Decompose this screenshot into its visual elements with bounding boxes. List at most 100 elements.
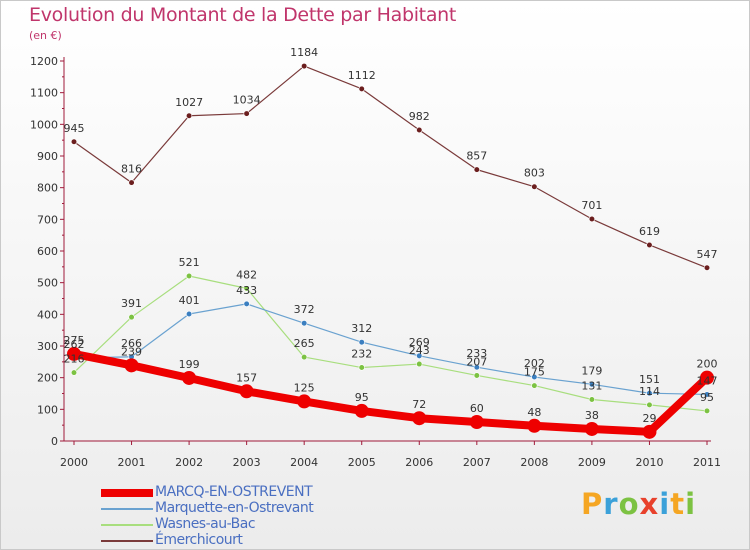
data-label: 262 bbox=[64, 338, 85, 351]
x-tick-label: 2007 bbox=[463, 456, 491, 469]
data-label: 547 bbox=[697, 248, 718, 261]
x-tick-label: 2005 bbox=[348, 456, 376, 469]
legend-label-marcq: MARCQ-EN-OSTREVENT bbox=[155, 484, 313, 500]
data-label: 401 bbox=[179, 294, 200, 307]
data-point bbox=[297, 394, 312, 409]
data-point bbox=[185, 112, 193, 119]
data-label: 816 bbox=[121, 163, 142, 176]
logo-letter: t bbox=[670, 487, 686, 521]
data-point bbox=[646, 241, 653, 249]
data-point bbox=[531, 382, 538, 389]
legend-swatch-emerchicourt bbox=[101, 540, 153, 542]
data-label: 1112 bbox=[348, 69, 376, 82]
data-label: 482 bbox=[236, 268, 257, 281]
y-tick-label: 100 bbox=[37, 403, 58, 416]
y-tick-label: 800 bbox=[37, 182, 58, 195]
series-line bbox=[73, 275, 708, 412]
data-point bbox=[301, 320, 308, 327]
data-label: 131 bbox=[581, 380, 602, 393]
x-tick-label: 2009 bbox=[578, 456, 606, 469]
data-point bbox=[243, 285, 250, 292]
data-point bbox=[243, 110, 250, 117]
x-tick-label: 2011 bbox=[693, 456, 721, 469]
y-tick-label: 600 bbox=[37, 245, 58, 258]
data-label: 269 bbox=[409, 336, 430, 349]
data-point bbox=[700, 370, 714, 385]
data-label: 803 bbox=[524, 167, 545, 180]
chart-legend: MARCQ-EN-OSTREVENT Marquette-en-Ostrevan… bbox=[101, 484, 421, 549]
y-tick-label: 1100 bbox=[30, 87, 58, 100]
y-tick-label: 400 bbox=[37, 308, 58, 321]
data-label: 216 bbox=[64, 353, 85, 366]
data-label: 312 bbox=[351, 322, 372, 335]
logo-letter: x bbox=[639, 487, 660, 521]
data-label: 233 bbox=[466, 347, 487, 360]
x-tick-label: 2000 bbox=[60, 456, 88, 469]
proxiti-logo: Proxiti bbox=[581, 487, 696, 521]
data-point bbox=[358, 339, 365, 346]
data-point bbox=[473, 364, 480, 371]
data-point bbox=[584, 421, 599, 436]
legend-item-marquette: Marquette-en-Ostrevant bbox=[101, 500, 421, 517]
data-point bbox=[239, 384, 254, 399]
data-point bbox=[646, 390, 653, 397]
x-tick-label: 2010 bbox=[635, 456, 663, 469]
data-label: 114 bbox=[639, 385, 660, 398]
chart-unit-label: (en €) bbox=[29, 29, 62, 42]
legend-item-emerchicourt: Émerchicourt bbox=[101, 532, 421, 549]
data-label: 95 bbox=[700, 391, 714, 404]
data-label: 199 bbox=[179, 358, 200, 371]
data-label: 239 bbox=[121, 345, 142, 358]
data-point bbox=[124, 358, 139, 373]
data-label: 175 bbox=[524, 366, 545, 379]
x-tick-label: 2008 bbox=[520, 456, 548, 469]
data-point bbox=[358, 85, 365, 92]
data-label: 207 bbox=[466, 355, 487, 368]
x-tick-label: 2002 bbox=[175, 456, 203, 469]
legend-swatch-marquette bbox=[101, 508, 153, 510]
data-label: 60 bbox=[470, 402, 484, 415]
data-label: 1027 bbox=[175, 96, 203, 109]
data-label: 179 bbox=[581, 364, 602, 377]
legend-label-emerchicourt: Émerchicourt bbox=[155, 532, 243, 548]
data-point bbox=[412, 411, 427, 426]
legend-item-marcq: MARCQ-EN-OSTREVENT bbox=[101, 484, 421, 501]
data-point bbox=[416, 352, 423, 359]
data-label: 372 bbox=[294, 303, 315, 316]
y-tick-label: 1200 bbox=[30, 55, 58, 68]
data-point bbox=[531, 373, 538, 381]
data-label: 29 bbox=[642, 412, 656, 425]
legend-swatch-wasnes bbox=[101, 524, 153, 526]
data-label: 243 bbox=[409, 344, 430, 357]
x-tick-label: 2001 bbox=[118, 456, 146, 469]
data-point bbox=[646, 401, 653, 409]
x-tick-label: 2006 bbox=[405, 456, 433, 469]
data-point bbox=[527, 418, 542, 433]
data-point bbox=[185, 272, 193, 280]
data-label: 265 bbox=[294, 337, 315, 350]
data-label: 72 bbox=[412, 398, 426, 411]
x-tick-label: 2003 bbox=[233, 456, 261, 469]
data-point bbox=[243, 300, 250, 307]
data-label: 433 bbox=[236, 284, 257, 297]
data-point bbox=[354, 403, 369, 418]
data-label: 391 bbox=[121, 297, 142, 310]
logo-letter: P bbox=[581, 487, 604, 521]
data-point bbox=[703, 391, 711, 398]
data-label: 857 bbox=[466, 150, 487, 163]
y-tick-label: 1000 bbox=[30, 118, 58, 131]
data-label: 147 bbox=[697, 374, 718, 387]
data-point bbox=[473, 166, 480, 173]
series-line bbox=[70, 349, 711, 436]
data-label: 232 bbox=[351, 348, 372, 361]
chart-title: Evolution du Montant de la Dette par Hab… bbox=[29, 4, 457, 26]
data-point bbox=[588, 215, 596, 223]
data-label: 38 bbox=[585, 409, 599, 422]
legend-label-wasnes: Wasnes-au-Bac bbox=[155, 516, 256, 532]
data-label: 619 bbox=[639, 225, 660, 238]
data-point bbox=[642, 424, 657, 439]
data-point bbox=[473, 372, 480, 379]
legend-item-wasnes: Wasnes-au-Bac bbox=[101, 516, 421, 533]
